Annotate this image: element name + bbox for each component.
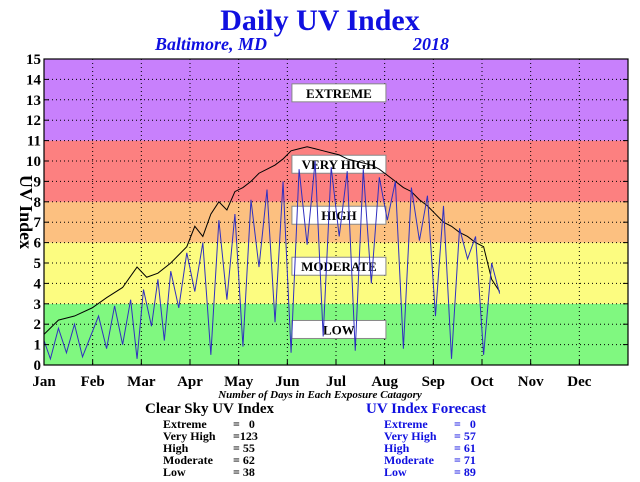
legend-forecast-row: Extreme = 0	[384, 418, 486, 430]
x-tick-label: Jun	[275, 374, 300, 390]
y-tick-label: 14	[26, 72, 42, 88]
legend-clear-sky-row-value: = 55	[233, 441, 255, 455]
chart-subtitle-year: 2018	[413, 34, 449, 54]
legend-forecast: UV Index Forecast Extreme = 0 Very High = 5…	[366, 401, 486, 478]
x-tick-label: Feb	[81, 374, 105, 390]
legend-forecast-row-value: = 61	[454, 441, 476, 455]
band-label: VERY HIGH	[302, 157, 377, 172]
legend-forecast-row: Very High = 57	[384, 430, 486, 442]
y-tick-label: 2	[34, 317, 42, 333]
legend-clear-sky-row-value: =123	[233, 429, 258, 443]
legend-forecast-rows: Extreme = 0 Very High = 57 High = 61 Moderate =…	[384, 418, 486, 478]
legend-forecast-row: Moderate = 71	[384, 454, 486, 466]
legend-forecast-row-value: = 57	[454, 429, 476, 443]
x-tick-label: Nov	[518, 374, 544, 390]
legend-forecast-row-label: High	[384, 441, 410, 455]
y-tick-label: 0	[34, 358, 42, 374]
legend-clear-sky-rows: Extreme = 0 Very High =123 High = 55 Moderate =…	[163, 418, 274, 478]
band-label: MODERATE	[301, 259, 377, 274]
legend-clear-sky-row: Low = 38	[163, 466, 274, 478]
y-tick-label: 1	[34, 338, 42, 354]
y-tick-label: 9	[34, 174, 42, 190]
legend-clear-sky-title: Clear Sky UV Index	[145, 401, 275, 417]
y-tick-label: 12	[26, 113, 41, 129]
legend-forecast-row-label: Extreme	[384, 417, 428, 431]
legend-clear-sky-row: Moderate = 62	[163, 454, 274, 466]
legend-forecast-row: High = 61	[384, 442, 486, 454]
legend-forecast-title: UV Index Forecast	[366, 401, 487, 417]
x-tick-label: May	[224, 374, 254, 390]
y-tick-label: 4	[34, 276, 42, 292]
legend-forecast-row-label: Moderate	[384, 453, 434, 467]
clear-sky-line	[43, 146, 501, 335]
legend-forecast-row-value: = 89	[454, 465, 476, 479]
x-tick-label: Dec	[567, 374, 591, 390]
legend-clear-sky-row: High = 55	[163, 442, 274, 454]
legend-clear-sky-row-label: Low	[163, 465, 186, 479]
legend-clear-sky-row: Very High =123	[163, 430, 274, 442]
y-tick-label: 3	[34, 297, 42, 313]
chart-subtitle-location: Baltimore, MD	[155, 34, 268, 54]
x-tick-label: Jul	[326, 374, 346, 390]
x-tick-label: Sep	[422, 374, 445, 390]
forecast-line	[43, 160, 501, 361]
y-tick-label: 5	[34, 256, 42, 272]
legend-clear-sky-row-value: = 0	[233, 417, 255, 431]
legend-clear-sky-row-label: Moderate	[163, 453, 213, 467]
legend-forecast-row-label: Low	[384, 465, 407, 479]
legend-clear-sky-row-label: High	[163, 441, 189, 455]
legend-clear-sky-row: Extreme = 0	[163, 418, 274, 430]
band-label-box	[291, 256, 387, 276]
legend-clear-sky-row-value: = 62	[233, 453, 255, 467]
legend-forecast-row: Low = 89	[384, 466, 486, 478]
legend-clear-sky-row-label: Very High	[163, 429, 216, 443]
y-axis-label: UV Index	[16, 175, 36, 249]
legend-clear-sky: Clear Sky UV Index Extreme = 0 Very High =1…	[145, 401, 274, 478]
x-tick-label: Mar	[127, 374, 156, 390]
band-label: LOW	[323, 322, 355, 337]
x-tick-label: Apr	[177, 374, 203, 390]
x-tick-label: Aug	[371, 374, 398, 390]
band-label: HIGH	[321, 208, 356, 223]
legend-clear-sky-row-value: = 38	[233, 465, 255, 479]
y-tick-label: 8	[34, 195, 42, 211]
x-tick-label: Oct	[470, 374, 493, 390]
x-tick-label: Jan	[32, 374, 56, 390]
band-label: EXTREME	[306, 86, 372, 101]
chart-caption: Number of Days in Each Exposure Catagory	[218, 389, 422, 401]
y-tick-label: 11	[27, 134, 41, 150]
legend-forecast-row-value: = 0	[454, 417, 476, 431]
chart-title: Daily UV Index	[220, 4, 420, 37]
band-label-box	[291, 83, 387, 103]
y-tick-label: 6	[34, 236, 42, 252]
legend-clear-sky-row-label: Extreme	[163, 417, 207, 431]
y-tick-label: 7	[34, 215, 42, 231]
y-tick-label: 15	[26, 52, 41, 68]
y-tick-label: 10	[26, 154, 41, 170]
y-tick-label: 13	[26, 93, 41, 109]
legend-forecast-row-value: = 71	[454, 453, 476, 467]
legend-forecast-row-label: Very High	[384, 429, 437, 443]
